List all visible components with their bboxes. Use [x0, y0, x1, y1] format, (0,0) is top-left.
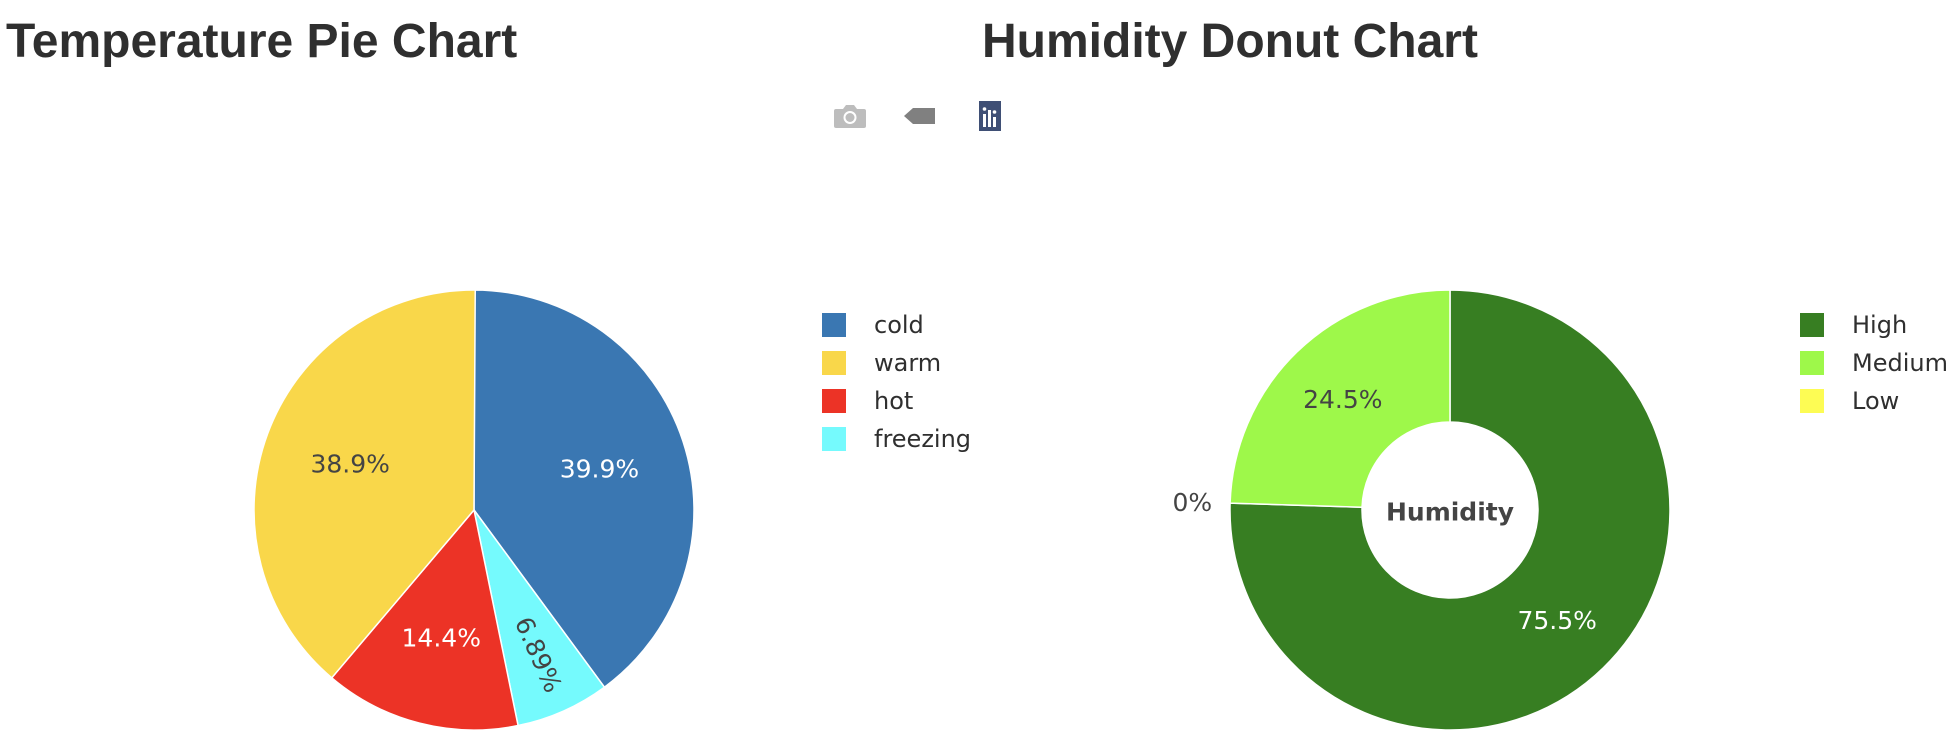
slice-cold[interactable]	[473, 289, 695, 689]
legend-swatch	[822, 313, 846, 337]
legend-item-low[interactable]: Low	[1800, 382, 1948, 420]
pie-chart-title: Temperature Pie Chart	[6, 15, 518, 68]
humidity-donut: 75.5% 0% 24.5% Humidity	[1172, 289, 1671, 731]
slice-label-warm: 38.9%	[310, 450, 389, 479]
legend-item-hot[interactable]: hot	[822, 382, 971, 420]
donut-chart-title: Humidity Donut Chart	[982, 15, 1478, 68]
slice-label-medium: 24.5%	[1303, 385, 1382, 414]
legend-item-cold[interactable]: cold	[822, 306, 971, 344]
legend-label: warm	[874, 349, 942, 377]
legend-item-high[interactable]: High	[1800, 306, 1948, 344]
legend-label: freezing	[874, 425, 972, 453]
slice-hot[interactable]	[330, 508, 519, 731]
modebar	[830, 96, 1010, 136]
donut-center-label: Humidity	[1386, 498, 1514, 527]
legend-swatch	[1800, 389, 1824, 413]
legend-item-warm[interactable]: warm	[822, 344, 971, 382]
humidity-legend: High Medium Low	[1800, 306, 1948, 420]
legend-label: High	[1852, 311, 1908, 339]
legend-swatch	[822, 427, 846, 451]
legend-label: Medium	[1852, 349, 1948, 377]
slice-label-hot: 14.4%	[402, 623, 481, 652]
slice-medium[interactable]	[1229, 289, 1451, 509]
legend-swatch	[822, 351, 846, 375]
legend-item-freezing[interactable]: freezing	[822, 420, 971, 458]
temperature-pie: 39.9%6.89%14.4%38.9%	[253, 289, 695, 731]
tag-icon[interactable]	[900, 96, 940, 136]
slice-label-low: 0%	[1172, 488, 1212, 517]
slice-label-high: 75.5%	[1517, 606, 1596, 635]
temperature-legend: cold warm hot freezing	[822, 306, 971, 458]
camera-icon[interactable]	[830, 96, 870, 136]
slice-label-cold: 39.9%	[560, 454, 639, 483]
legend-label: cold	[874, 311, 924, 339]
legend-label: hot	[874, 387, 914, 415]
slice-warm[interactable]	[253, 289, 476, 679]
slice-high[interactable]	[1229, 289, 1671, 731]
legend-swatch	[1800, 313, 1824, 337]
legend-swatch	[822, 389, 846, 413]
plotly-logo-icon[interactable]	[970, 96, 1010, 136]
legend-label: Low	[1852, 387, 1900, 415]
legend-item-medium[interactable]: Medium	[1800, 344, 1948, 382]
legend-swatch	[1800, 351, 1824, 375]
